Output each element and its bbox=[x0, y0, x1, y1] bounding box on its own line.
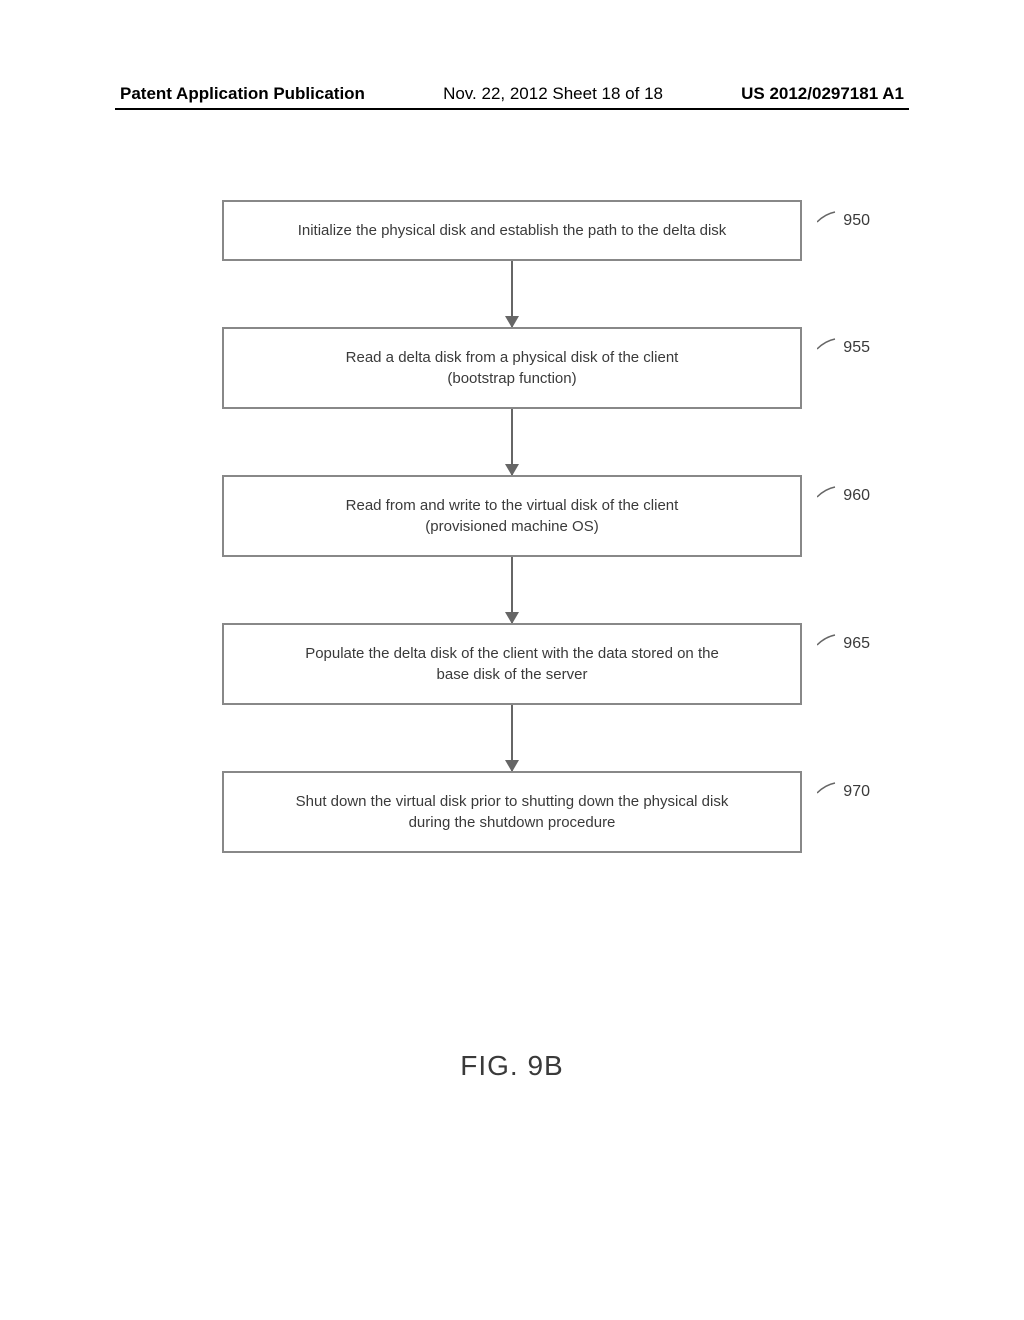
flow-node-ref-label: 960 bbox=[817, 485, 870, 507]
flow-node-ref-number: 955 bbox=[843, 337, 870, 359]
flow-node-ref-number: 960 bbox=[843, 485, 870, 507]
header-publication-number: US 2012/0297181 A1 bbox=[741, 84, 904, 104]
flow-arrow bbox=[511, 557, 513, 623]
leader-curve-icon bbox=[817, 633, 837, 649]
flow-node-text-line2: (bootstrap function) bbox=[447, 370, 576, 387]
leader-curve-icon bbox=[817, 485, 837, 501]
header-publication-type: Patent Application Publication bbox=[120, 84, 365, 104]
leader-curve-icon bbox=[817, 210, 837, 226]
flow-arrow bbox=[511, 261, 513, 327]
flow-arrow bbox=[511, 409, 513, 475]
flow-node-ref-number: 970 bbox=[843, 781, 870, 803]
flow-node-965: Populate the delta disk of the client wi… bbox=[222, 623, 802, 705]
flow-node-ref-label: 950 bbox=[817, 210, 870, 232]
flow-node-text: Read a delta disk from a physical disk o… bbox=[346, 349, 679, 366]
flow-node-955: Read a delta disk from a physical disk o… bbox=[222, 327, 802, 409]
flow-node-950: Initialize the physical disk and establi… bbox=[222, 200, 802, 261]
flow-node-text: Read from and write to the virtual disk … bbox=[346, 497, 679, 514]
page-header: Patent Application Publication Nov. 22, … bbox=[0, 84, 1024, 104]
page: Patent Application Publication Nov. 22, … bbox=[0, 0, 1024, 1320]
flow-node-text: Shut down the virtual disk prior to shut… bbox=[296, 793, 729, 810]
flow-arrow bbox=[511, 705, 513, 771]
flow-node-960: Read from and write to the virtual disk … bbox=[222, 475, 802, 557]
flow-node-ref-label: 965 bbox=[817, 633, 870, 655]
leader-curve-icon bbox=[817, 781, 837, 797]
flow-node-text-line2: base disk of the server bbox=[437, 666, 588, 683]
figure-label: FIG. 9B bbox=[0, 1050, 1024, 1082]
flow-node-ref-label: 970 bbox=[817, 781, 870, 803]
flow-node-ref-label: 955 bbox=[817, 337, 870, 359]
header-rule bbox=[115, 108, 909, 110]
flowchart: Initialize the physical disk and establi… bbox=[0, 200, 1024, 853]
flow-node-text: Initialize the physical disk and establi… bbox=[298, 222, 727, 239]
flow-node-text: Populate the delta disk of the client wi… bbox=[305, 645, 719, 662]
leader-curve-icon bbox=[817, 337, 837, 353]
flow-node-text-line2: during the shutdown procedure bbox=[409, 814, 616, 831]
flow-node-ref-number: 965 bbox=[843, 633, 870, 655]
flow-node-970: Shut down the virtual disk prior to shut… bbox=[222, 771, 802, 853]
header-date-sheet: Nov. 22, 2012 Sheet 18 of 18 bbox=[443, 84, 663, 104]
flow-node-ref-number: 950 bbox=[843, 210, 870, 232]
flow-node-text-line2: (provisioned machine OS) bbox=[425, 518, 598, 535]
